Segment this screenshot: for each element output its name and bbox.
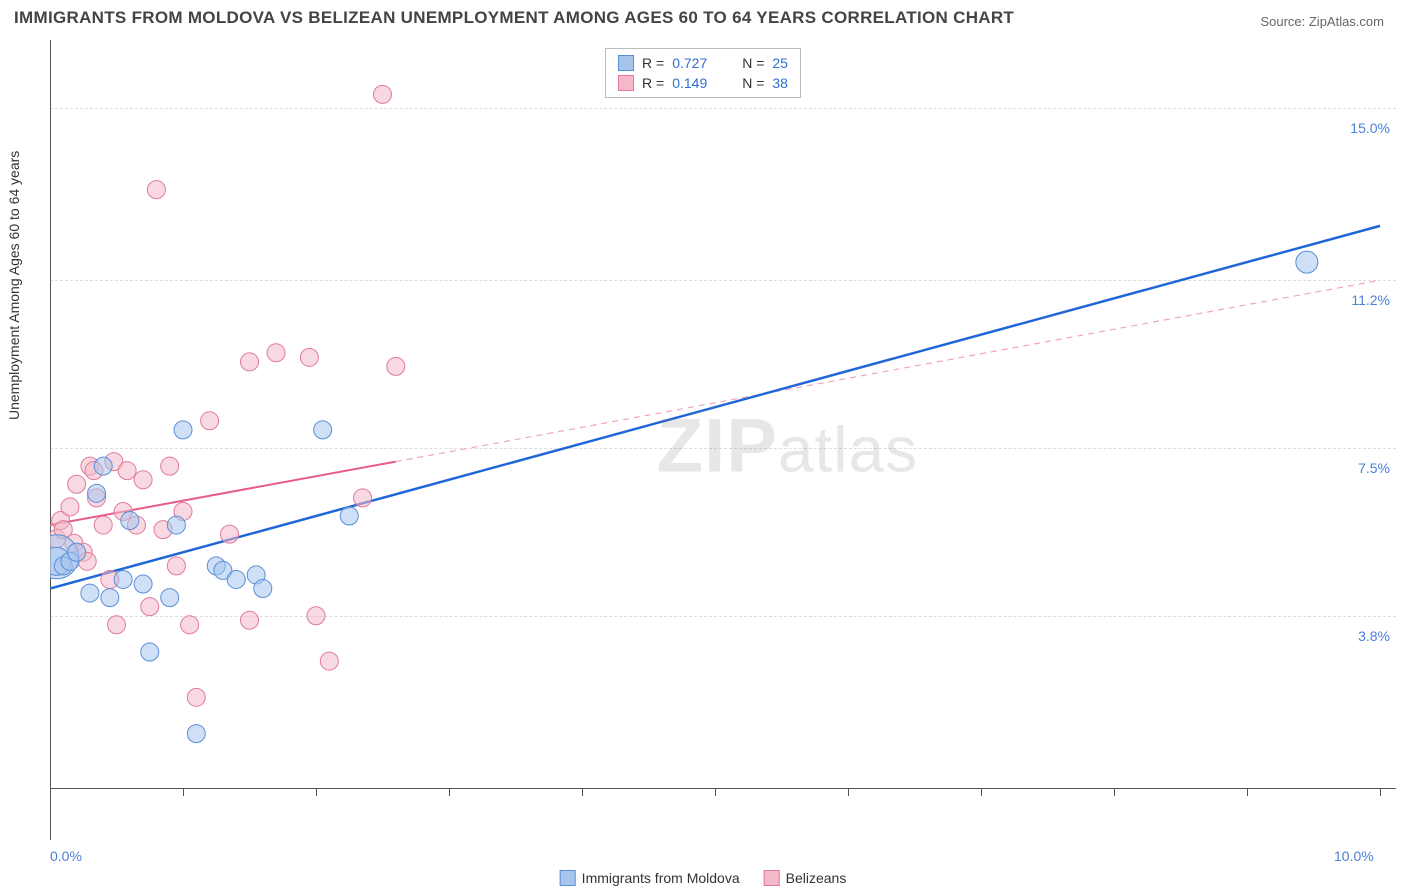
legend-item: Immigrants from Moldova	[560, 870, 740, 886]
data-point	[68, 543, 86, 561]
legend-label: Belizeans	[786, 870, 847, 886]
y-axis-label: Unemployment Among Ages 60 to 64 years	[6, 151, 22, 420]
data-point	[94, 457, 112, 475]
series-legend: Immigrants from Moldova Belizeans	[560, 870, 847, 886]
r-value: 0.727	[672, 53, 720, 73]
data-point	[94, 516, 112, 534]
scatter-plot	[50, 40, 1390, 800]
trend-line	[50, 226, 1380, 589]
data-point	[221, 525, 239, 543]
chart-title: IMMIGRANTS FROM MOLDOVA VS BELIZEAN UNEM…	[14, 8, 1014, 28]
data-point	[121, 512, 139, 530]
data-point	[1296, 251, 1318, 273]
data-point	[118, 462, 136, 480]
data-point	[174, 421, 192, 439]
data-point	[387, 357, 405, 375]
x-tick-label: 0.0%	[50, 848, 82, 864]
legend-label: Immigrants from Moldova	[582, 870, 740, 886]
data-point	[108, 616, 126, 634]
legend-swatch	[764, 870, 780, 886]
data-point	[300, 348, 318, 366]
n-value: 25	[772, 53, 788, 73]
source-prefix: Source:	[1260, 14, 1308, 29]
data-point	[134, 471, 152, 489]
data-point	[340, 507, 358, 525]
data-point	[241, 611, 259, 629]
data-point	[101, 589, 119, 607]
data-point	[354, 489, 372, 507]
data-point	[114, 570, 132, 588]
data-point	[88, 484, 106, 502]
data-point	[161, 589, 179, 607]
data-point	[181, 616, 199, 634]
data-point	[374, 85, 392, 103]
n-label: N =	[742, 53, 764, 73]
n-label: N =	[742, 73, 764, 93]
data-point	[267, 344, 285, 362]
legend-item: Belizeans	[764, 870, 847, 886]
legend-swatch	[560, 870, 576, 886]
data-point	[141, 643, 159, 661]
data-point	[187, 688, 205, 706]
legend-swatch	[618, 75, 634, 91]
data-point	[161, 457, 179, 475]
r-label: R =	[642, 53, 664, 73]
data-point	[167, 516, 185, 534]
data-point	[314, 421, 332, 439]
legend-row: R = 0.727 N = 25	[618, 53, 788, 73]
data-point	[241, 353, 259, 371]
source-link[interactable]: ZipAtlas.com	[1309, 14, 1384, 29]
legend-row: R = 0.149 N = 38	[618, 73, 788, 93]
legend-swatch	[618, 55, 634, 71]
r-label: R =	[642, 73, 664, 93]
data-point	[134, 575, 152, 593]
data-point	[254, 580, 272, 598]
data-point	[147, 181, 165, 199]
data-point	[61, 498, 79, 516]
data-point	[320, 652, 338, 670]
x-tick-label: 10.0%	[1334, 848, 1374, 864]
data-point	[307, 607, 325, 625]
trend-line-extrapolated	[396, 280, 1380, 461]
data-point	[227, 570, 245, 588]
data-point	[141, 598, 159, 616]
r-value: 0.149	[672, 73, 720, 93]
correlation-legend: R = 0.727 N = 25 R = 0.149 N = 38	[605, 48, 801, 98]
data-point	[187, 725, 205, 743]
source-attribution: Source: ZipAtlas.com	[1260, 14, 1384, 29]
data-point	[201, 412, 219, 430]
n-value: 38	[772, 73, 788, 93]
data-point	[167, 557, 185, 575]
data-point	[81, 584, 99, 602]
data-point	[68, 475, 86, 493]
